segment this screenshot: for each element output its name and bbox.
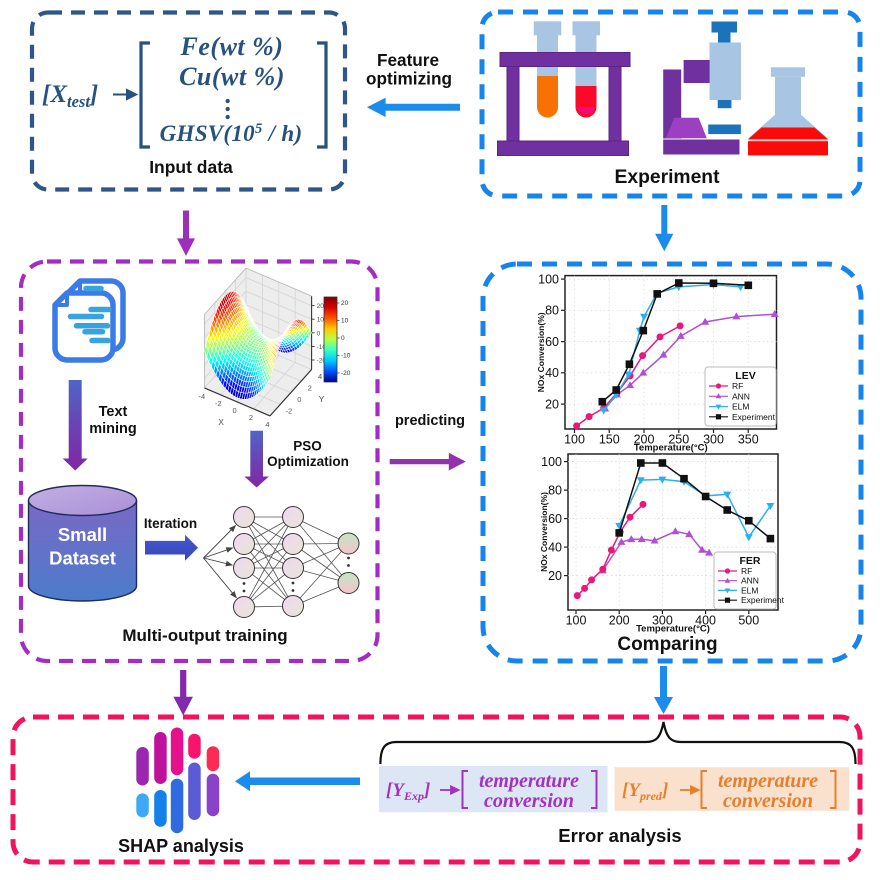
svg-text:400: 400 — [695, 614, 716, 628]
svg-text:-4: -4 — [198, 392, 205, 401]
svg-text:temperature: temperature — [718, 770, 818, 792]
svg-text:conversion: conversion — [723, 790, 813, 812]
svg-text:ANN: ANN — [732, 391, 750, 401]
svg-text:-10: -10 — [341, 353, 351, 360]
svg-text:-2: -2 — [215, 399, 222, 408]
svg-text:Experiment: Experiment — [741, 595, 785, 605]
svg-text:80: 80 — [548, 483, 562, 497]
svg-text:150: 150 — [599, 433, 620, 447]
svg-text:-20: -20 — [341, 370, 351, 377]
svg-text:-20: -20 — [317, 358, 327, 365]
svg-text:Iteration: Iteration — [144, 516, 197, 531]
svg-text:20: 20 — [341, 300, 349, 307]
svg-text:Error analysis: Error analysis — [558, 825, 681, 846]
svg-text:Dataset: Dataset — [49, 548, 116, 569]
svg-text:Optimization: Optimization — [267, 454, 349, 469]
svg-text:100: 100 — [538, 272, 559, 286]
svg-text:Cu(wt %): Cu(wt %) — [179, 62, 285, 91]
svg-text:optimizing: optimizing — [366, 69, 452, 89]
svg-text:40: 40 — [545, 366, 559, 380]
svg-text:500: 500 — [738, 614, 759, 628]
svg-text:10: 10 — [341, 318, 349, 325]
svg-text:mining: mining — [89, 421, 137, 437]
svg-text:-2: -2 — [286, 407, 293, 416]
svg-text:Y: Y — [319, 394, 325, 404]
svg-text:100: 100 — [541, 455, 562, 469]
svg-text:NOx Conversion(%): NOx Conversion(%) — [539, 492, 549, 572]
svg-text:20: 20 — [317, 303, 325, 310]
svg-text:Temperature(°C): Temperature(°C) — [634, 443, 708, 454]
svg-text:Experiment: Experiment — [614, 167, 720, 188]
svg-text:X: X — [218, 417, 224, 427]
svg-text:RF: RF — [741, 566, 752, 576]
svg-text:ELM: ELM — [732, 402, 749, 412]
svg-text:Fe(wt %): Fe(wt %) — [180, 32, 284, 61]
svg-text:Multi-output training: Multi-output training — [122, 626, 287, 645]
svg-text:temperature: temperature — [479, 770, 579, 792]
svg-text:ANN: ANN — [741, 576, 759, 586]
svg-text:ELM: ELM — [741, 585, 758, 595]
svg-text:LEV: LEV — [735, 370, 755, 382]
svg-text:250: 250 — [668, 433, 689, 447]
svg-text:20: 20 — [548, 569, 562, 583]
svg-text:conversion: conversion — [484, 790, 574, 812]
svg-text:Temperature(°C): Temperature(°C) — [636, 624, 710, 635]
svg-text:Experiment: Experiment — [732, 412, 776, 422]
svg-text:200: 200 — [609, 614, 630, 628]
svg-text:Input data: Input data — [149, 157, 233, 177]
svg-text:10: 10 — [317, 317, 325, 324]
svg-text:4: 4 — [318, 372, 322, 381]
svg-text:350: 350 — [738, 433, 759, 447]
svg-text:-10: -10 — [317, 344, 327, 351]
svg-text:300: 300 — [652, 614, 673, 628]
svg-text:100: 100 — [564, 433, 585, 447]
svg-text:2: 2 — [249, 413, 253, 422]
svg-text:GHSV(105 / h): GHSV(105 / h) — [160, 121, 303, 146]
svg-text:200: 200 — [634, 433, 655, 447]
svg-text:Comparing: Comparing — [617, 634, 717, 655]
svg-text:PSO: PSO — [293, 439, 322, 454]
svg-text:100: 100 — [566, 614, 587, 628]
svg-text:Feature: Feature — [377, 50, 439, 70]
svg-text:4: 4 — [265, 420, 269, 429]
svg-text:80: 80 — [545, 304, 559, 318]
svg-text:Small: Small — [58, 524, 107, 545]
svg-text:60: 60 — [545, 335, 559, 349]
svg-text:SHAP analysis: SHAP analysis — [118, 836, 244, 856]
svg-text:2: 2 — [308, 383, 312, 392]
svg-text:40: 40 — [548, 540, 562, 554]
svg-text:0: 0 — [233, 406, 237, 415]
svg-text:FER: FER — [740, 555, 761, 567]
svg-text:NOx Conversion(%): NOx Conversion(%) — [536, 312, 546, 392]
svg-text:60: 60 — [548, 512, 562, 526]
svg-text:0: 0 — [297, 395, 301, 404]
svg-text:RF: RF — [732, 381, 743, 391]
svg-text:Text: Text — [99, 404, 128, 420]
svg-text:0: 0 — [341, 335, 345, 342]
svg-text:predicting: predicting — [395, 413, 465, 429]
svg-text:300: 300 — [703, 433, 724, 447]
svg-text:20: 20 — [545, 397, 559, 411]
svg-text:0: 0 — [317, 330, 321, 337]
